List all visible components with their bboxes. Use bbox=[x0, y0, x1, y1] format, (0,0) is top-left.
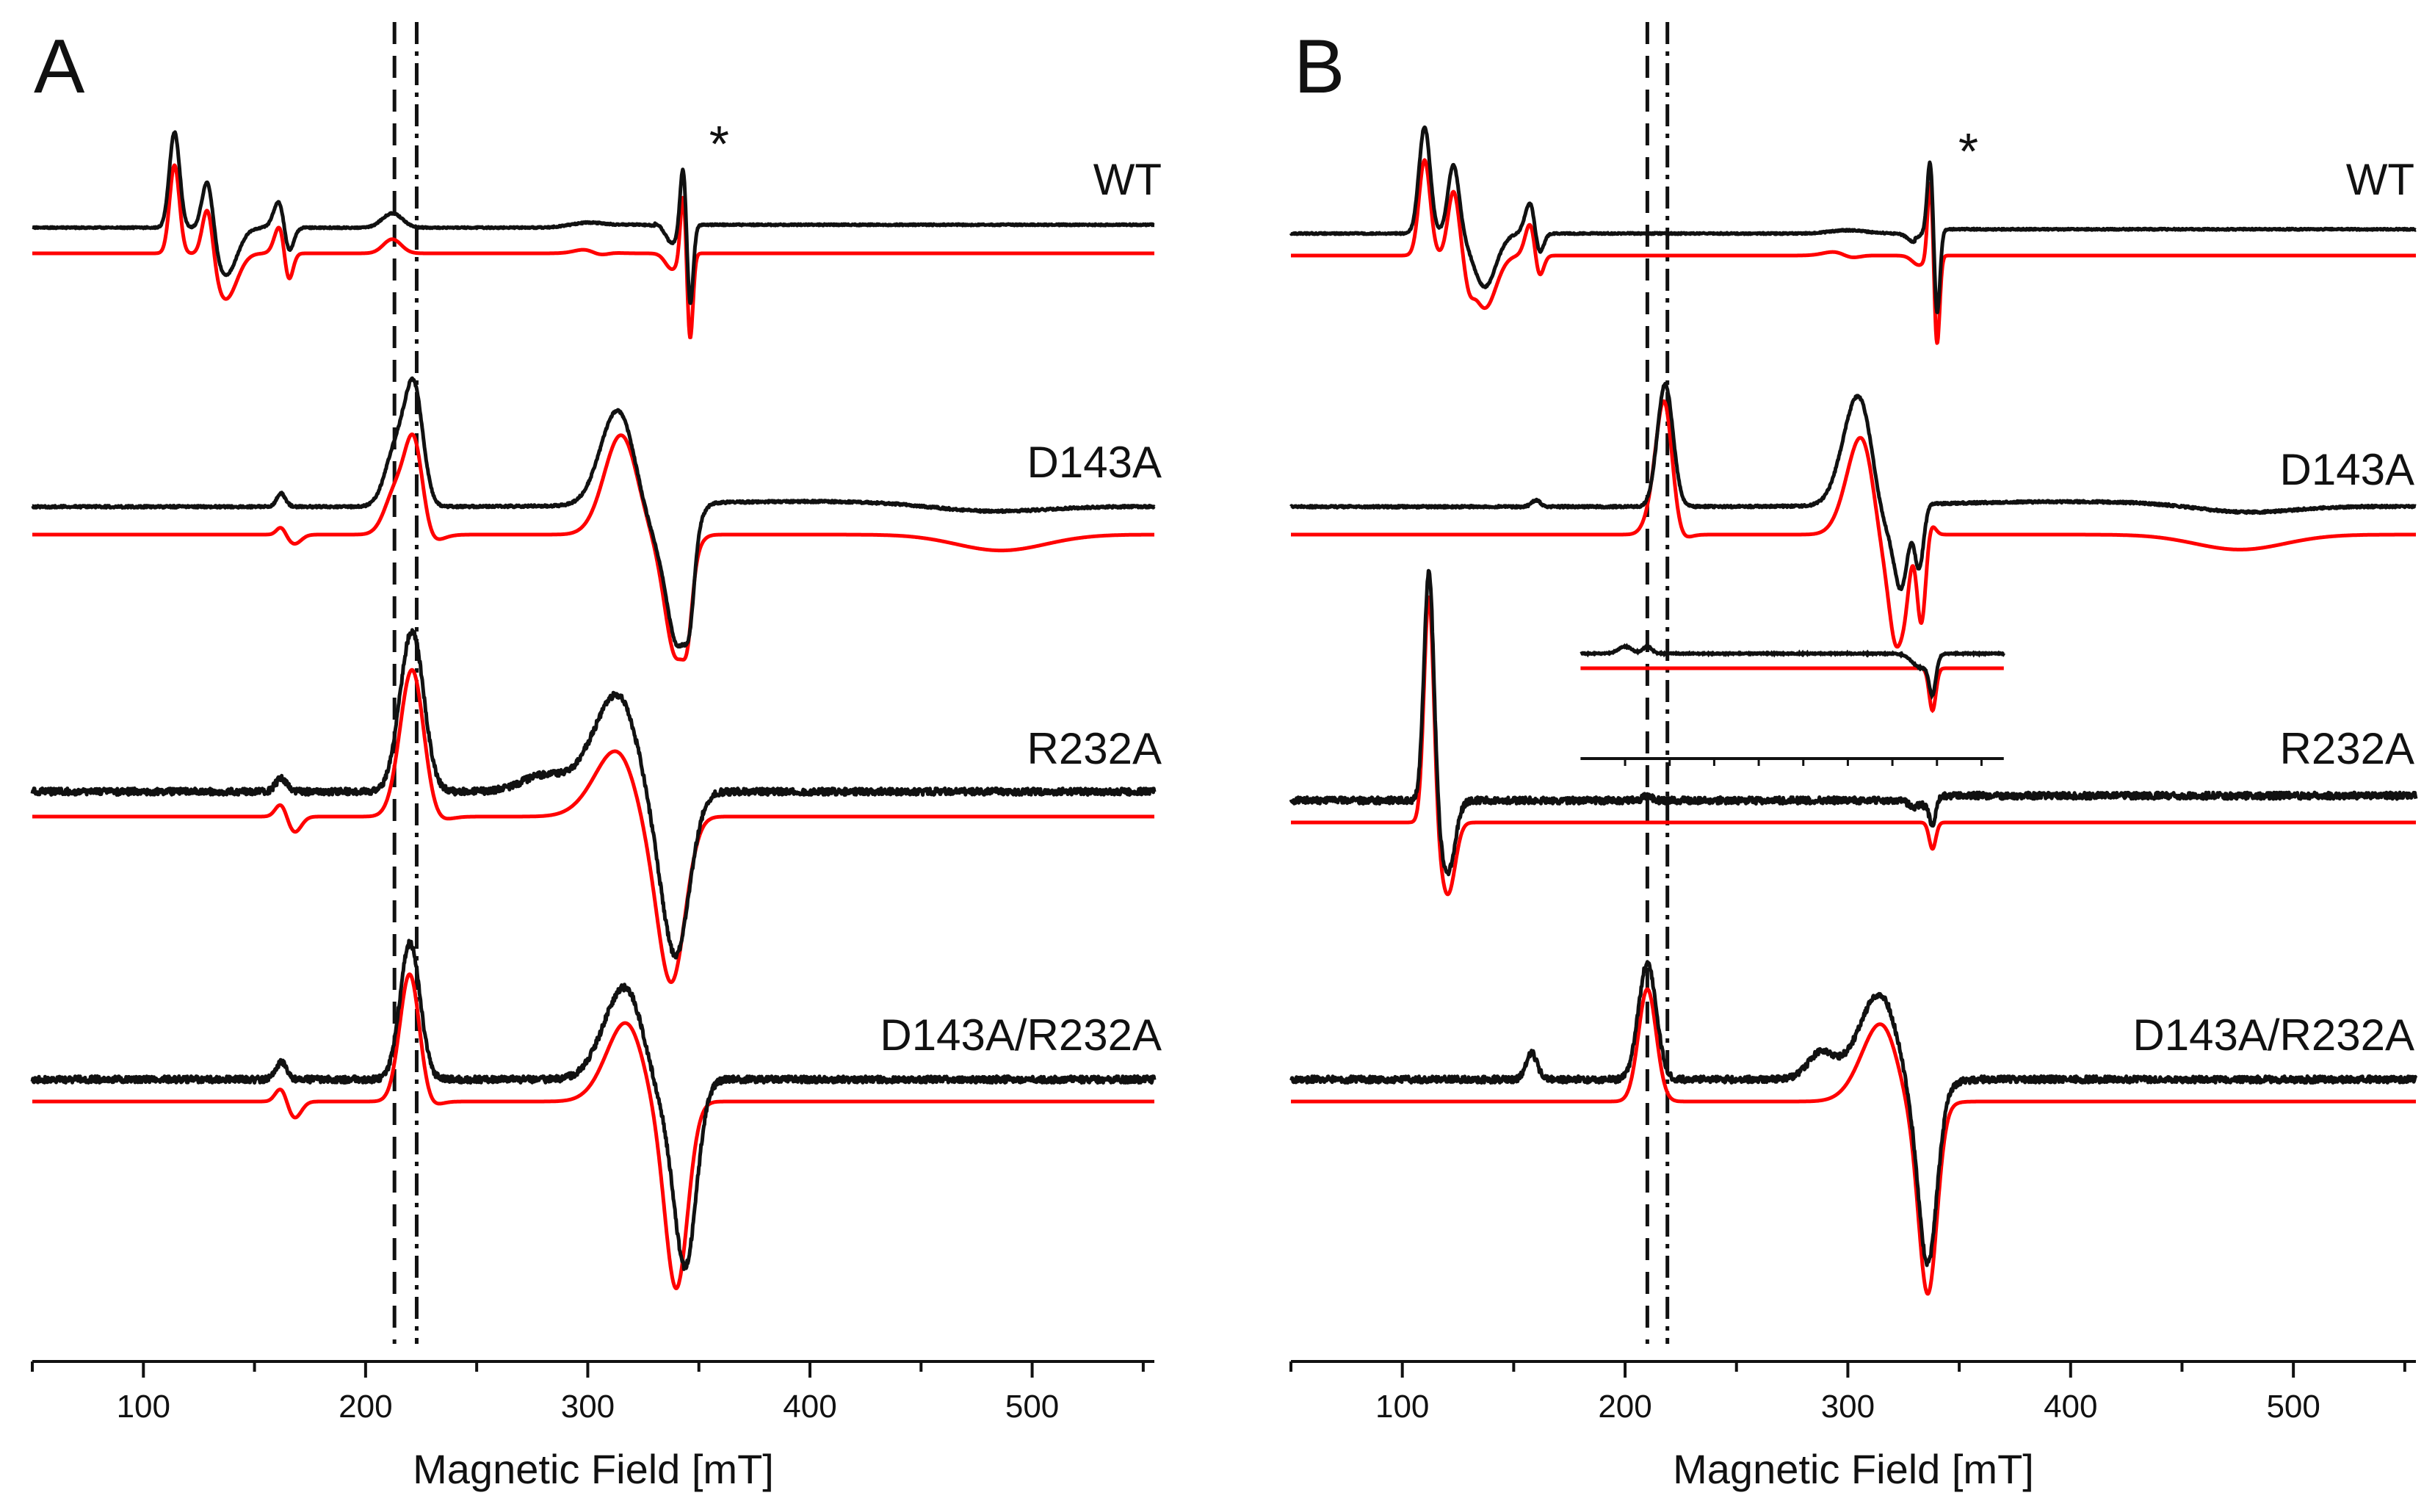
tick-label-b-300: 300 bbox=[1821, 1389, 1875, 1425]
trace-label-a-d143a: D143A bbox=[1027, 438, 1162, 487]
simulation-trace-b-d143a bbox=[1289, 399, 2417, 649]
experimental-trace-a-wt bbox=[31, 130, 1156, 305]
trace-label-a-wt: WT bbox=[1093, 155, 1162, 204]
panel-b-trace-labels: WT D143A R232A D143A/R232A bbox=[2132, 155, 2414, 1060]
tick-label-b-400: 400 bbox=[2044, 1389, 2097, 1425]
experimental-trace-b-wt bbox=[1289, 125, 2417, 314]
simulation-trace-a-d143a-r232a bbox=[31, 972, 1156, 1290]
trace-label-a-d143a-r232a: D143A/R232A bbox=[880, 1010, 1162, 1060]
experimental-trace-b-d143a-r232a bbox=[1289, 960, 2418, 1267]
star-annotation-b: * bbox=[1958, 123, 1978, 180]
simulation-trace-a-d143a bbox=[31, 433, 1156, 662]
simulation-trace-a-wt bbox=[31, 163, 1156, 339]
panel-b-traces bbox=[1289, 125, 2418, 1296]
panel-a-letter: A bbox=[34, 24, 85, 109]
inset-simulation-trace bbox=[1580, 666, 2004, 714]
panel-a-trace-labels: WT D143A R232A D143A/R232A bbox=[880, 155, 1162, 1060]
trace-label-a-r232a: R232A bbox=[1027, 724, 1162, 773]
x-axis-title-a: Magnetic Field [mT] bbox=[413, 1446, 774, 1492]
tick-label-a-200: 200 bbox=[339, 1389, 392, 1425]
simulation-trace-b-wt bbox=[1289, 158, 2417, 345]
panel-b-tick-labels: 100 200 300 400 500 bbox=[1375, 1389, 2320, 1425]
star-annotation-a: * bbox=[709, 115, 729, 173]
trace-label-b-d143a-r232a: D143A/R232A bbox=[2132, 1010, 2414, 1060]
x-axis-title-b: Magnetic Field [mT] bbox=[1673, 1446, 2034, 1492]
trace-label-b-d143a: D143A bbox=[2280, 445, 2414, 494]
panel-b-inset bbox=[1580, 643, 2005, 766]
tick-label-a-400: 400 bbox=[783, 1389, 836, 1425]
simulation-trace-b-d143a-r232a bbox=[1289, 987, 2417, 1296]
panel-b: B WT D143A R232A D143A/R232A * 100 200 3… bbox=[1289, 22, 2418, 1492]
panel-a-tick-labels: 100 200 300 400 500 bbox=[117, 1389, 1060, 1425]
tick-label-b-100: 100 bbox=[1375, 1389, 1429, 1425]
experimental-trace-a-r232a bbox=[30, 628, 1157, 960]
trace-label-b-wt: WT bbox=[2346, 155, 2414, 204]
panel-a-traces bbox=[30, 130, 1157, 1290]
panel-a: A WT D143A R232A D143A/R232A * 100 200 3… bbox=[30, 22, 1162, 1492]
simulation-trace-a-r232a bbox=[31, 668, 1156, 984]
experimental-trace-a-d143a-r232a bbox=[30, 938, 1157, 1271]
panel-a-x-axis bbox=[31, 1360, 1154, 1378]
panel-b-x-axis bbox=[1289, 1360, 2416, 1378]
experimental-trace-a-d143a bbox=[31, 376, 1156, 649]
inset-experimental-trace bbox=[1580, 643, 2005, 701]
panel-b-letter: B bbox=[1294, 24, 1345, 109]
tick-label-a-100: 100 bbox=[117, 1389, 170, 1425]
trace-label-b-r232a: R232A bbox=[2280, 724, 2414, 773]
experimental-trace-b-r232a bbox=[1289, 568, 2418, 877]
panel-b-reference-lines bbox=[1645, 22, 1670, 1344]
tick-label-a-300: 300 bbox=[561, 1389, 615, 1425]
tick-label-b-200: 200 bbox=[1598, 1389, 1651, 1425]
tick-label-a-500: 500 bbox=[1005, 1389, 1059, 1425]
experimental-trace-b-d143a bbox=[1289, 381, 2417, 591]
tick-label-b-500: 500 bbox=[2266, 1389, 2320, 1425]
simulation-trace-b-r232a bbox=[1289, 595, 2417, 897]
